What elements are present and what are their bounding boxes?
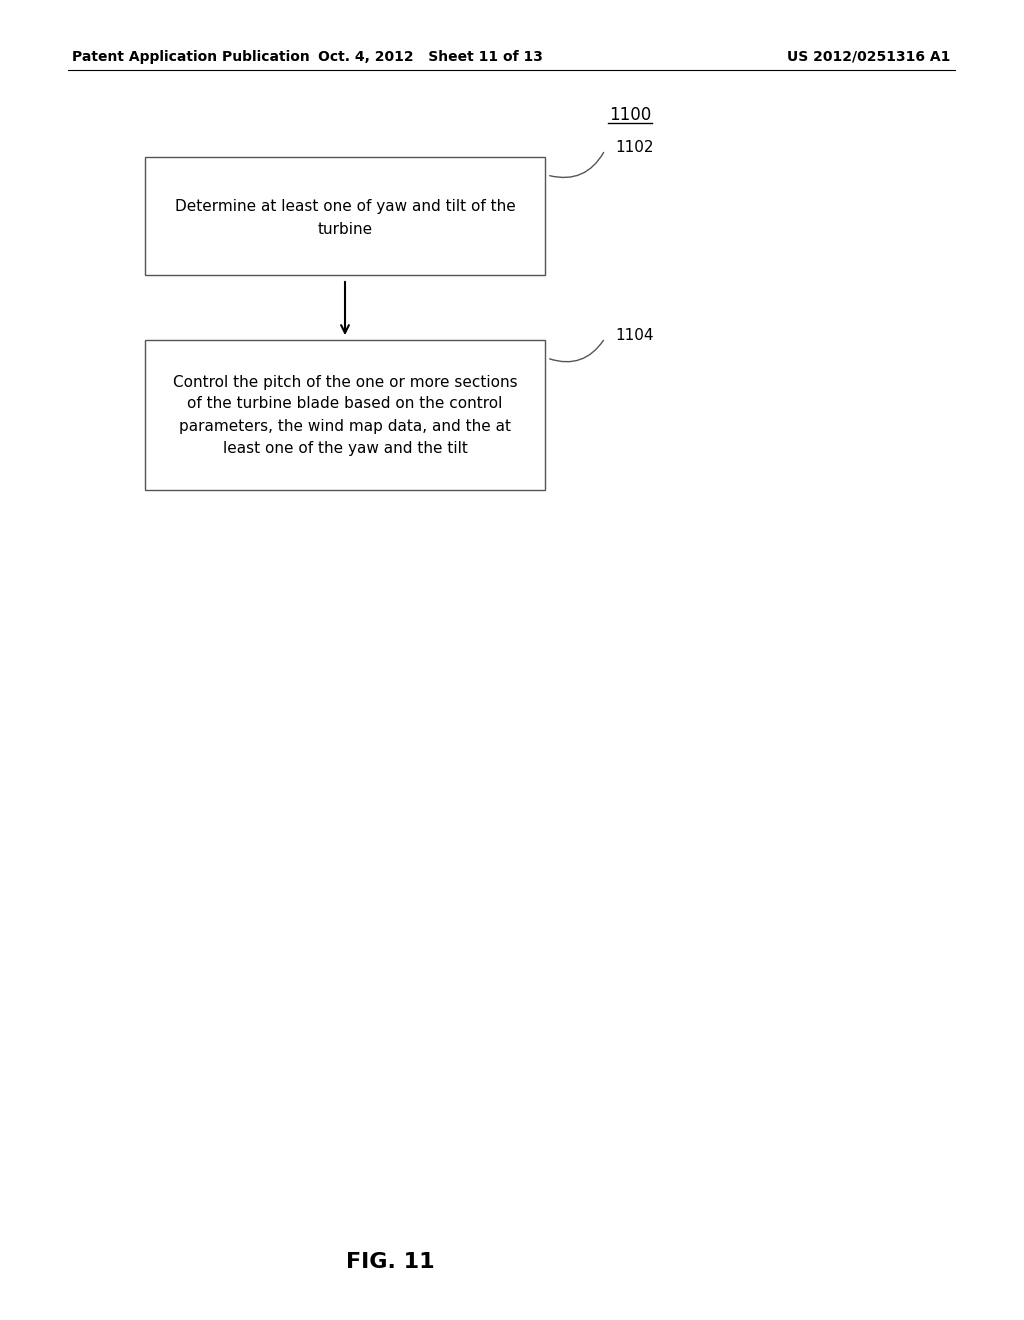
Text: FIG. 11: FIG. 11 [346,1251,434,1272]
Text: Oct. 4, 2012   Sheet 11 of 13: Oct. 4, 2012 Sheet 11 of 13 [317,50,543,63]
Text: 1100: 1100 [609,106,651,124]
Text: 1104: 1104 [615,327,653,342]
Text: parameters, the wind map data, and the at: parameters, the wind map data, and the a… [179,418,511,433]
Text: Determine at least one of yaw and tilt of the: Determine at least one of yaw and tilt o… [175,198,515,214]
Text: Patent Application Publication: Patent Application Publication [72,50,309,63]
Text: of the turbine blade based on the control: of the turbine blade based on the contro… [187,396,503,412]
Bar [145,157,545,275]
Text: US 2012/0251316 A1: US 2012/0251316 A1 [786,50,950,63]
Text: Control the pitch of the one or more sections: Control the pitch of the one or more sec… [173,375,517,389]
Text: 1102: 1102 [615,140,653,154]
Bar [145,341,545,490]
Text: least one of the yaw and the tilt: least one of the yaw and the tilt [222,441,467,455]
Text: turbine: turbine [317,223,373,238]
